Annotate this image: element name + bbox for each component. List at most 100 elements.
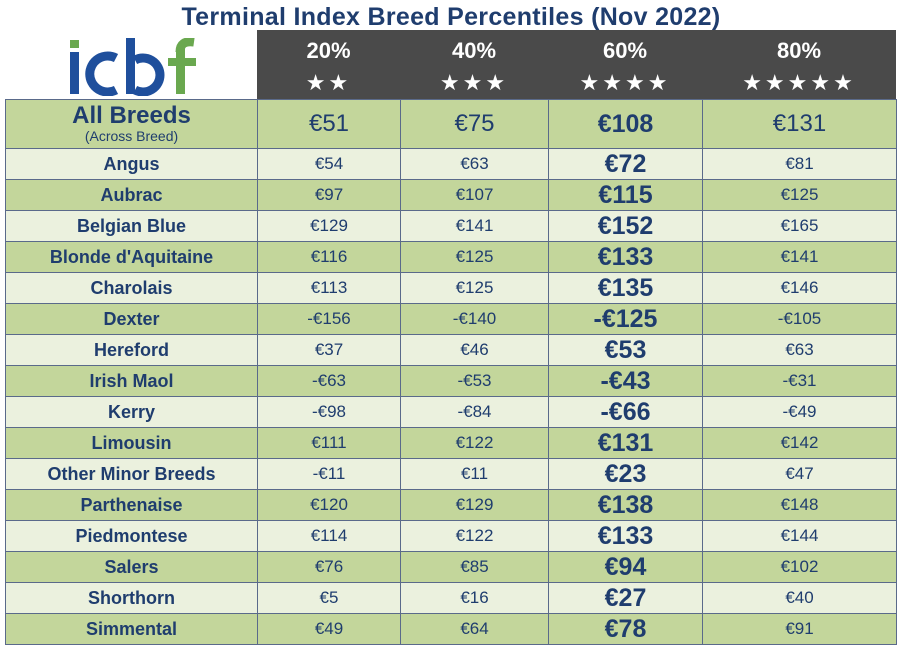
value-cell: €116 xyxy=(257,241,401,273)
star-rating-icon: ★★★★ xyxy=(579,70,671,95)
table-row: Other Minor Breeds -€11 €11 €23 €47 xyxy=(5,458,897,490)
value-cell-highlight: €94 xyxy=(548,551,703,583)
breed-subtitle: (Across Breed) xyxy=(84,128,179,144)
value-cell-highlight: -€43 xyxy=(548,365,703,397)
value-cell: €75 xyxy=(400,99,549,149)
value-cell: €129 xyxy=(257,210,401,242)
value-cell-highlight: €138 xyxy=(548,489,703,521)
value-cell: €141 xyxy=(702,241,897,273)
table-row: Hereford €37 €46 €53 €63 xyxy=(5,334,897,366)
header-col-60: 60% ★★★★ xyxy=(548,30,702,99)
value-cell: -€156 xyxy=(257,303,401,335)
table-row: Limousin €111 €122 €131 €142 xyxy=(5,427,897,459)
value-cell: €49 xyxy=(257,613,401,645)
value-cell: €11 xyxy=(400,458,549,490)
value-cell: €16 xyxy=(400,582,549,614)
value-cell: €102 xyxy=(702,551,897,583)
percentile-label: 80% xyxy=(776,38,822,63)
value-cell-highlight: €152 xyxy=(548,210,703,242)
value-cell: €122 xyxy=(400,427,549,459)
value-cell: -€140 xyxy=(400,303,549,335)
value-cell: €76 xyxy=(257,551,401,583)
header-bar: 20% ★★ 40% ★★★ 60% ★★★★ 80% ★★★★★ xyxy=(257,30,896,99)
breed-name: Blonde d'Aquitaine xyxy=(5,241,258,273)
table-row: Aubrac €97 €107 €115 €125 xyxy=(5,179,897,211)
table-row: Irish Maol -€63 -€53 -€43 -€31 xyxy=(5,365,897,397)
value-cell: -€11 xyxy=(257,458,401,490)
value-cell: €85 xyxy=(400,551,549,583)
value-cell-highlight: €108 xyxy=(548,99,703,149)
value-cell: €46 xyxy=(400,334,549,366)
value-cell-highlight: €131 xyxy=(548,427,703,459)
value-cell-highlight: €23 xyxy=(548,458,703,490)
value-cell: €125 xyxy=(400,241,549,273)
value-cell: €144 xyxy=(702,520,897,552)
value-cell-highlight: €115 xyxy=(548,179,703,211)
breed-name: Charolais xyxy=(5,272,258,304)
value-cell-highlight: -€125 xyxy=(548,303,703,335)
value-cell: €81 xyxy=(702,148,897,180)
value-cell-highlight: €27 xyxy=(548,582,703,614)
value-cell: €51 xyxy=(257,99,401,149)
table-row: Shorthorn €5 €16 €27 €40 xyxy=(5,582,897,614)
breed-name: All Breeds xyxy=(72,102,191,129)
value-cell: €146 xyxy=(702,272,897,304)
value-cell-highlight: €78 xyxy=(548,613,703,645)
table-row: Blonde d'Aquitaine €116 €125 €133 €141 xyxy=(5,241,897,273)
breed-name: Simmental xyxy=(5,613,258,645)
table-row: Dexter -€156 -€140 -€125 -€105 xyxy=(5,303,897,335)
breed-name: Other Minor Breeds xyxy=(5,458,258,490)
value-cell: €131 xyxy=(702,99,897,149)
value-cell: €120 xyxy=(257,489,401,521)
breed-name: Kerry xyxy=(5,396,258,428)
value-cell: -€49 xyxy=(702,396,897,428)
table-row: Salers €76 €85 €94 €102 xyxy=(5,551,897,583)
table-row: Charolais €113 €125 €135 €146 xyxy=(5,272,897,304)
value-cell-highlight: -€66 xyxy=(548,396,703,428)
value-cell: -€98 xyxy=(257,396,401,428)
value-cell: €64 xyxy=(400,613,549,645)
header-col-20: 20% ★★ xyxy=(257,30,400,99)
value-cell: €107 xyxy=(400,179,549,211)
table-row: Parthenaise €120 €129 €138 €148 xyxy=(5,489,897,521)
table-row: Angus €54 €63 €72 €81 xyxy=(5,148,897,180)
percentile-label: 20% xyxy=(306,38,351,63)
header-col-40: 40% ★★★ xyxy=(400,30,548,99)
percentile-label: 60% xyxy=(602,38,648,63)
value-cell: -€105 xyxy=(702,303,897,335)
percentile-table: All Breeds (Across Breed) €51 €75 €108 €… xyxy=(5,99,897,645)
star-rating-icon: ★★★ xyxy=(439,70,509,95)
value-cell: €165 xyxy=(702,210,897,242)
value-cell: €97 xyxy=(257,179,401,211)
value-cell: -€63 xyxy=(257,365,401,397)
value-cell-highlight: €133 xyxy=(548,241,703,273)
icbf-logo xyxy=(70,38,196,96)
breed-name: Aubrac xyxy=(5,179,258,211)
star-rating-icon: ★★★★★ xyxy=(742,70,856,95)
table-row: Belgian Blue €129 €141 €152 €165 xyxy=(5,210,897,242)
value-cell: €125 xyxy=(702,179,897,211)
value-cell: €5 xyxy=(257,582,401,614)
value-cell: €111 xyxy=(257,427,401,459)
value-cell-highlight: €53 xyxy=(548,334,703,366)
breed-name: Hereford xyxy=(5,334,258,366)
value-cell: -€53 xyxy=(400,365,549,397)
value-cell: €125 xyxy=(400,272,549,304)
star-rating-icon: ★★ xyxy=(305,70,352,95)
value-cell: -€31 xyxy=(702,365,897,397)
value-cell: €141 xyxy=(400,210,549,242)
value-cell: €129 xyxy=(400,489,549,521)
value-cell: €142 xyxy=(702,427,897,459)
value-cell: €114 xyxy=(257,520,401,552)
value-cell: €148 xyxy=(702,489,897,521)
value-cell-highlight: €72 xyxy=(548,148,703,180)
value-cell: €54 xyxy=(257,148,401,180)
table-row: Simmental €49 €64 €78 €91 xyxy=(5,613,897,645)
breed-name-cell: All Breeds (Across Breed) xyxy=(5,99,258,149)
value-cell: €63 xyxy=(702,334,897,366)
value-cell-highlight: €133 xyxy=(548,520,703,552)
value-cell: €63 xyxy=(400,148,549,180)
value-cell: €113 xyxy=(257,272,401,304)
breed-name: Salers xyxy=(5,551,258,583)
value-cell: €122 xyxy=(400,520,549,552)
